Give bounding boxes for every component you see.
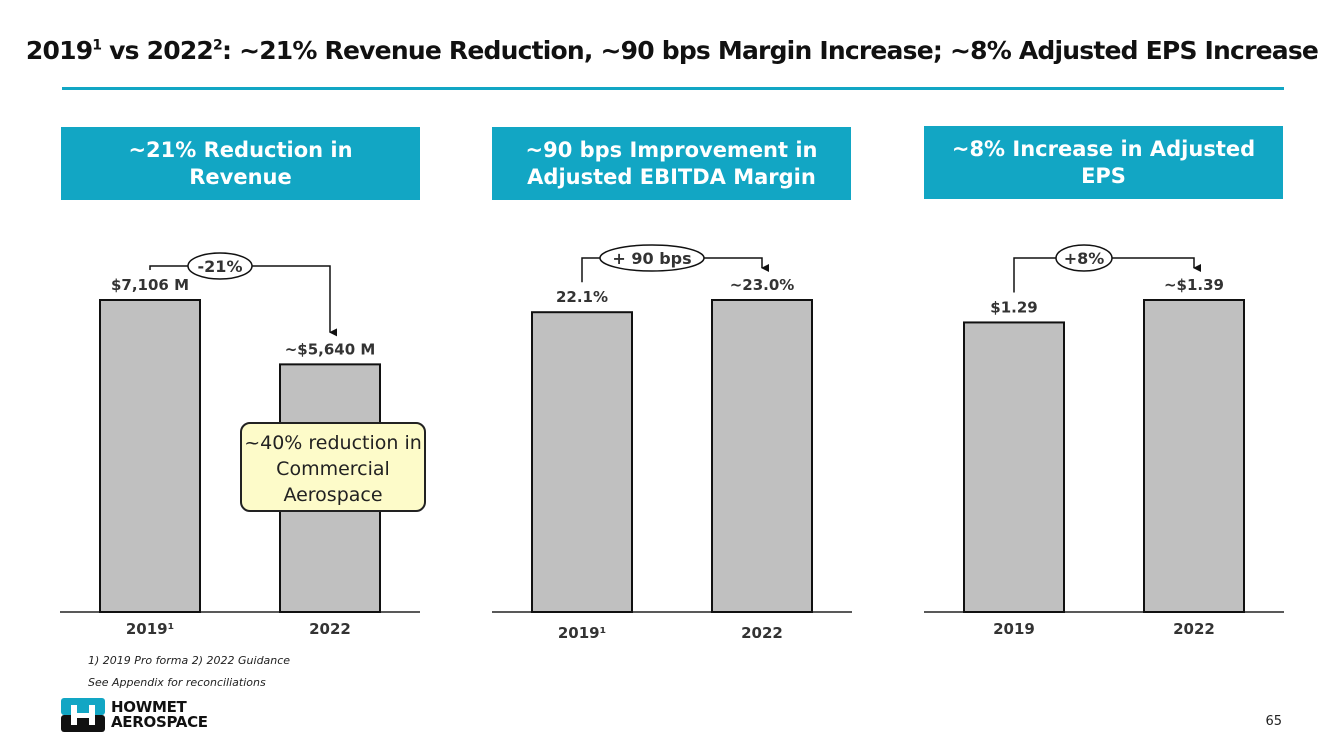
page-number: 65	[1265, 714, 1282, 729]
logo-line1: HOWMET	[111, 698, 187, 716]
value-label: ~23.0%	[730, 276, 795, 294]
value-label: ~$5,640 M	[285, 340, 376, 358]
bar	[963, 321, 1065, 613]
value-label: 22.1%	[556, 288, 608, 306]
bar	[711, 299, 813, 613]
howmet-logo-icon	[61, 698, 105, 732]
change-badge	[599, 244, 705, 272]
title-text: : ~21% Revenue Reduction, ~90 bps Margin…	[221, 36, 1319, 65]
title-sup: 2	[213, 37, 223, 54]
bar	[531, 311, 633, 613]
bar	[99, 299, 201, 613]
footnote: 1) 2019 Pro forma 2) 2022 Guidance	[88, 654, 291, 667]
category-label: 2019	[993, 620, 1035, 638]
commercial-aerospace-callout: ~40% reduction in Commercial Aerospace	[240, 422, 426, 512]
title-sup: 1	[92, 37, 102, 54]
change-label: + 90 bps	[612, 249, 691, 268]
bar	[1143, 299, 1245, 613]
change-label: +8%	[1064, 249, 1105, 268]
logo-line2: AEROSPACE	[111, 713, 208, 731]
margin-header: ~90 bps Improvement in Adjusted EBITDA M…	[492, 127, 851, 200]
change-label: -21%	[198, 257, 243, 276]
eps-header: ~8% Increase in Adjusted EPS	[924, 126, 1283, 199]
value-label: ~$1.39	[1164, 276, 1224, 294]
category-label: 2022	[309, 620, 351, 638]
category-label: 2019¹	[126, 620, 174, 638]
title-text: vs 2022	[101, 36, 214, 65]
howmet-logo: HOWMET AEROSPACE	[61, 698, 208, 732]
value-label: $1.29	[990, 298, 1037, 316]
title-text: 2019	[25, 36, 93, 65]
change-badge	[187, 252, 253, 280]
page-title: 20191 vs 20222: ~21% Revenue Reduction, …	[0, 36, 1344, 65]
appendix-note: See Appendix for reconciliations	[88, 676, 266, 689]
value-label: $7,106 M	[111, 276, 189, 294]
category-label: 2019¹	[558, 624, 606, 642]
revenue-header: ~21% Reduction in Revenue	[61, 127, 420, 200]
category-label: 2022	[1173, 620, 1215, 638]
category-label: 2022	[741, 624, 783, 642]
title-divider	[62, 87, 1284, 90]
change-badge	[1055, 244, 1113, 272]
